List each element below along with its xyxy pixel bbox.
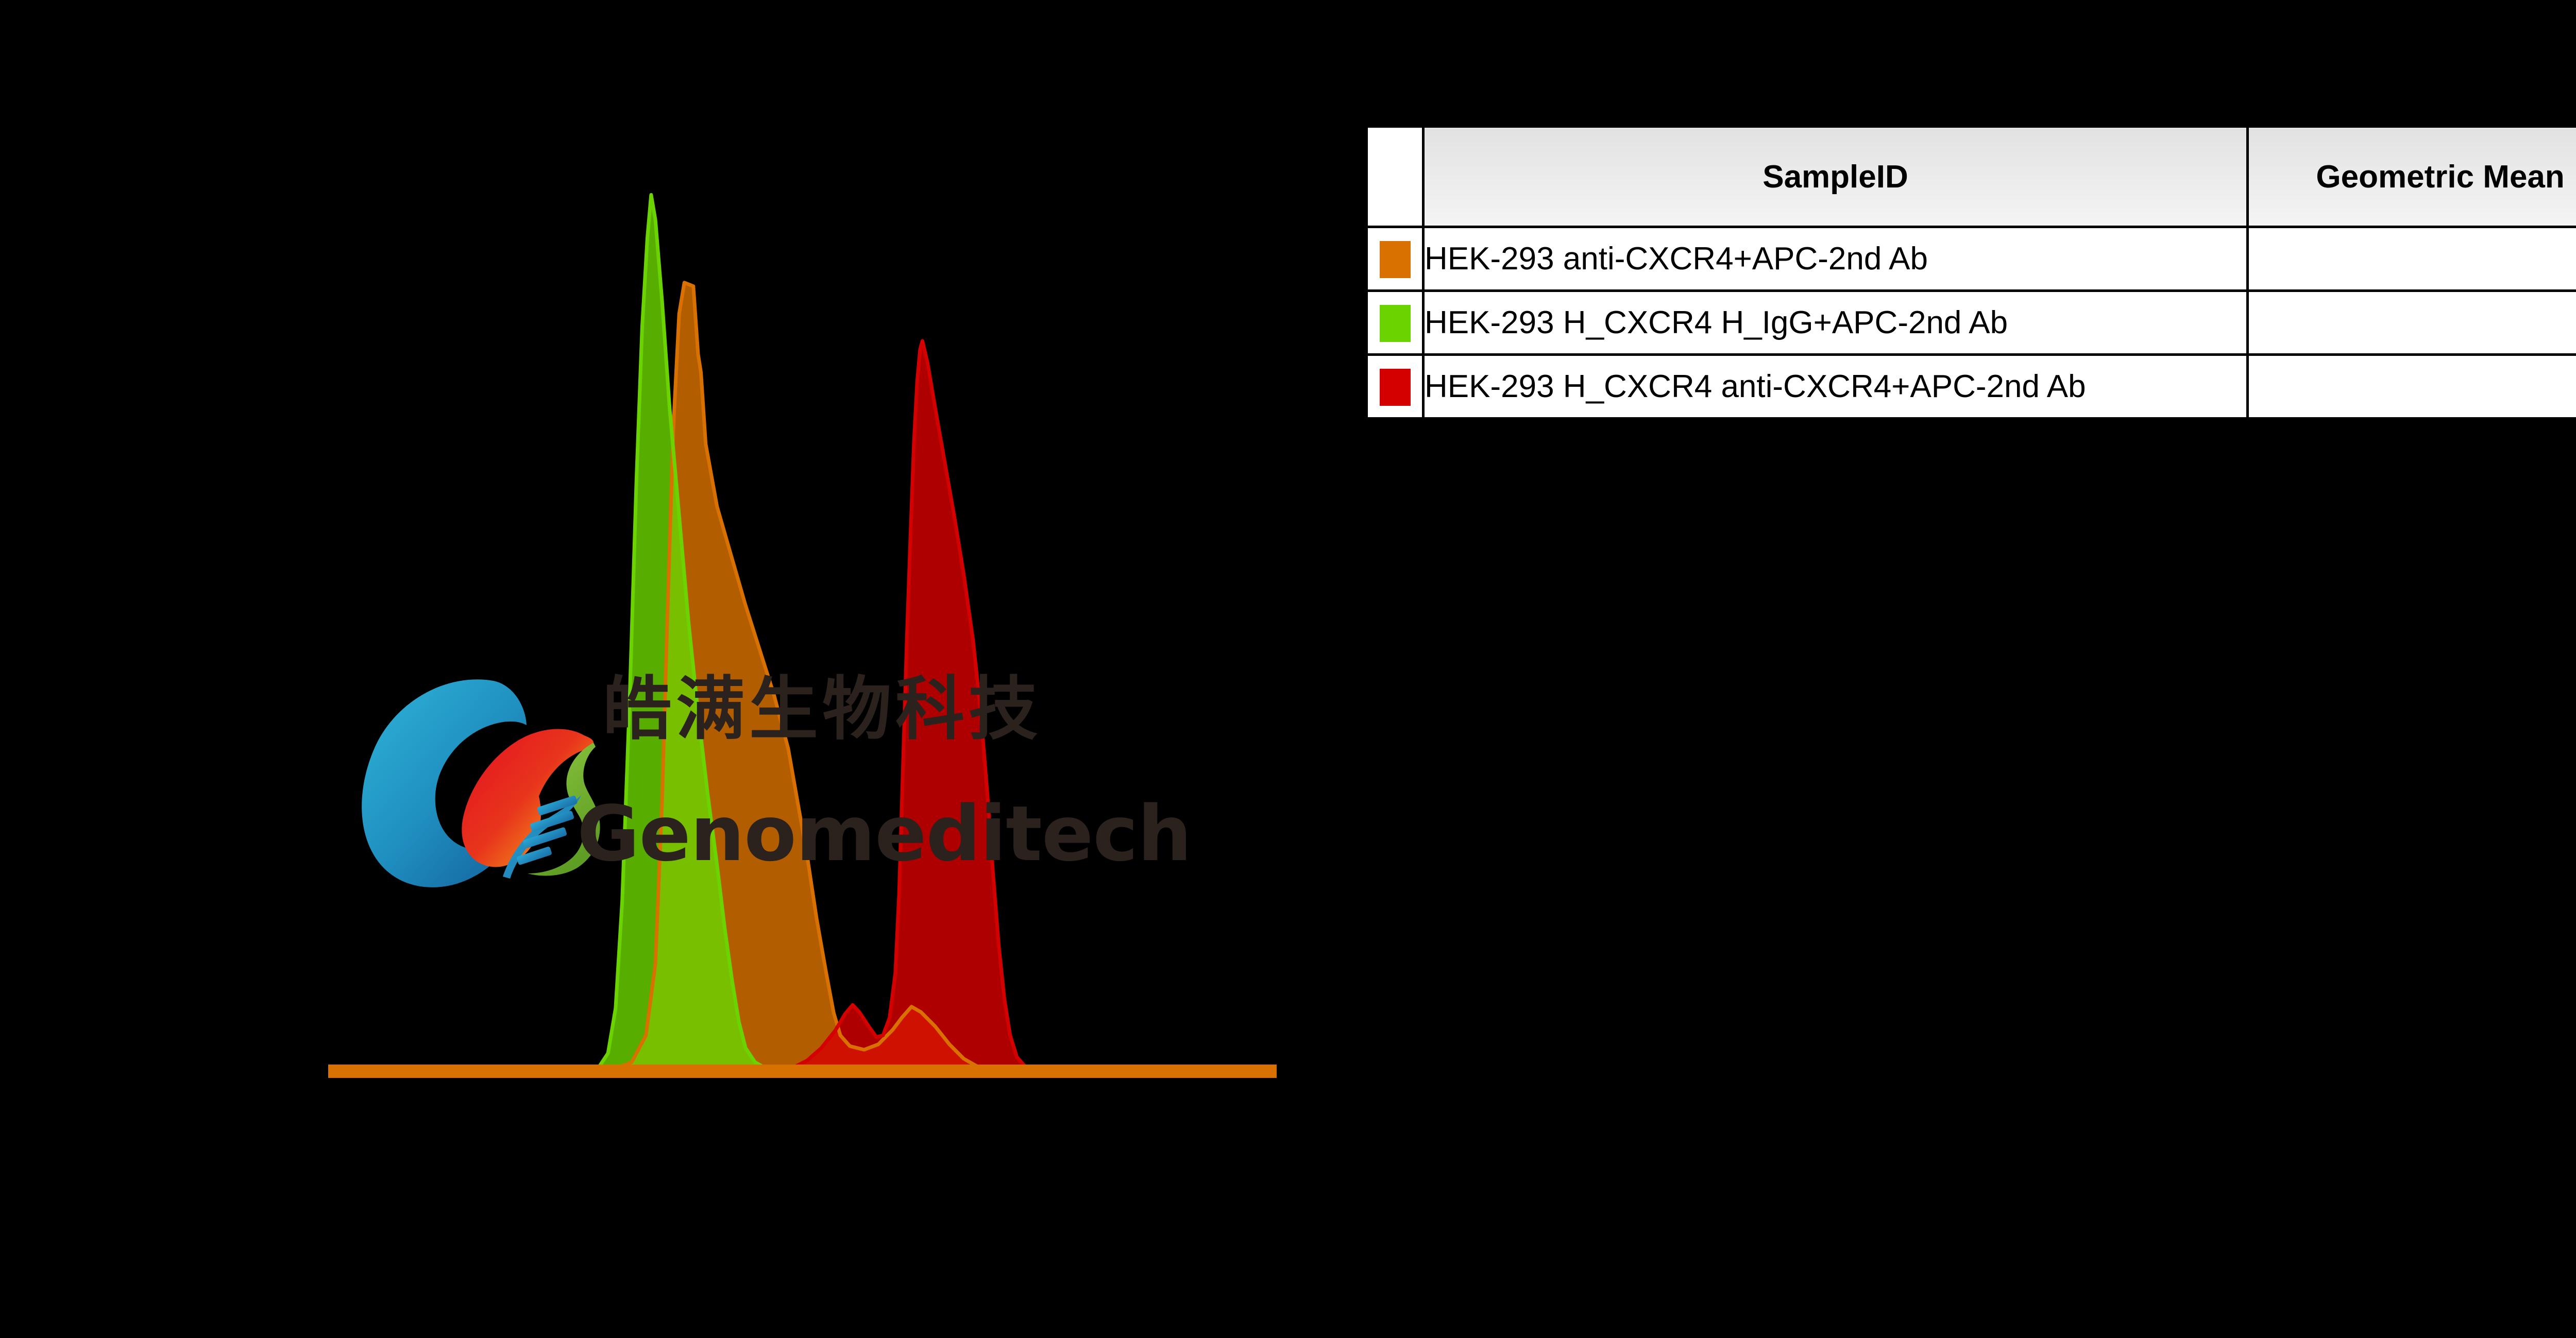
column-header-sampleid: SampleID: [1422, 125, 2249, 228]
row-color-swatch-cell: [1365, 353, 1425, 420]
color-swatch-icon: [1379, 241, 1411, 279]
row-color-swatch-cell: [1365, 226, 1425, 292]
cell-sample-id: HEK-293 H_CXCR4 anti-CXCR4+APC-2nd Ab: [1422, 353, 2249, 420]
color-swatch-icon: [1379, 305, 1411, 342]
table-header-row: SampleID Geometric Mean : FL11-H: [1365, 125, 2576, 228]
column-header-swatch: [1365, 125, 1425, 228]
cell-geometric-mean: 5.44E5: [2246, 353, 2576, 420]
column-header-geometric-mean: Geometric Mean : FL11-H: [2246, 125, 2576, 228]
row-color-swatch-cell: [1365, 289, 1425, 356]
table-row[interactable]: HEK-293 H_CXCR4 H_IgG+APC-2nd Ab 2458: [1365, 289, 2576, 356]
cell-geometric-mean: 2458: [2246, 289, 2576, 356]
histogram-outline: [328, 193, 1277, 1073]
table-row[interactable]: HEK-293 H_CXCR4 anti-CXCR4+APC-2nd Ab 5.…: [1365, 353, 2576, 420]
histogram-outline: [328, 339, 1277, 1073]
plot-area: [309, 155, 1314, 1082]
color-swatch-icon: [1379, 369, 1411, 406]
cell-sample-id: HEK-293 H_CXCR4 H_IgG+APC-2nd Ab: [1422, 289, 2249, 356]
histogram-curves: [328, 193, 1277, 1078]
flow-cytometry-histogram: 皓满生物科技 Genomeditech: [309, 155, 1314, 1082]
statistics-table: SampleID Geometric Mean : FL11-H HEK-293…: [1365, 125, 2576, 420]
table-body: HEK-293 anti-CXCR4+APC-2nd Ab 8758 HEK-2…: [1365, 226, 2576, 420]
histogram-outline: [328, 281, 1277, 1073]
cell-sample-id: HEK-293 anti-CXCR4+APC-2nd Ab: [1422, 226, 2249, 292]
table-row[interactable]: HEK-293 anti-CXCR4+APC-2nd Ab 8758: [1365, 226, 2576, 292]
cell-geometric-mean: 8758: [2246, 226, 2576, 292]
histogram-fill: [328, 282, 1277, 1071]
